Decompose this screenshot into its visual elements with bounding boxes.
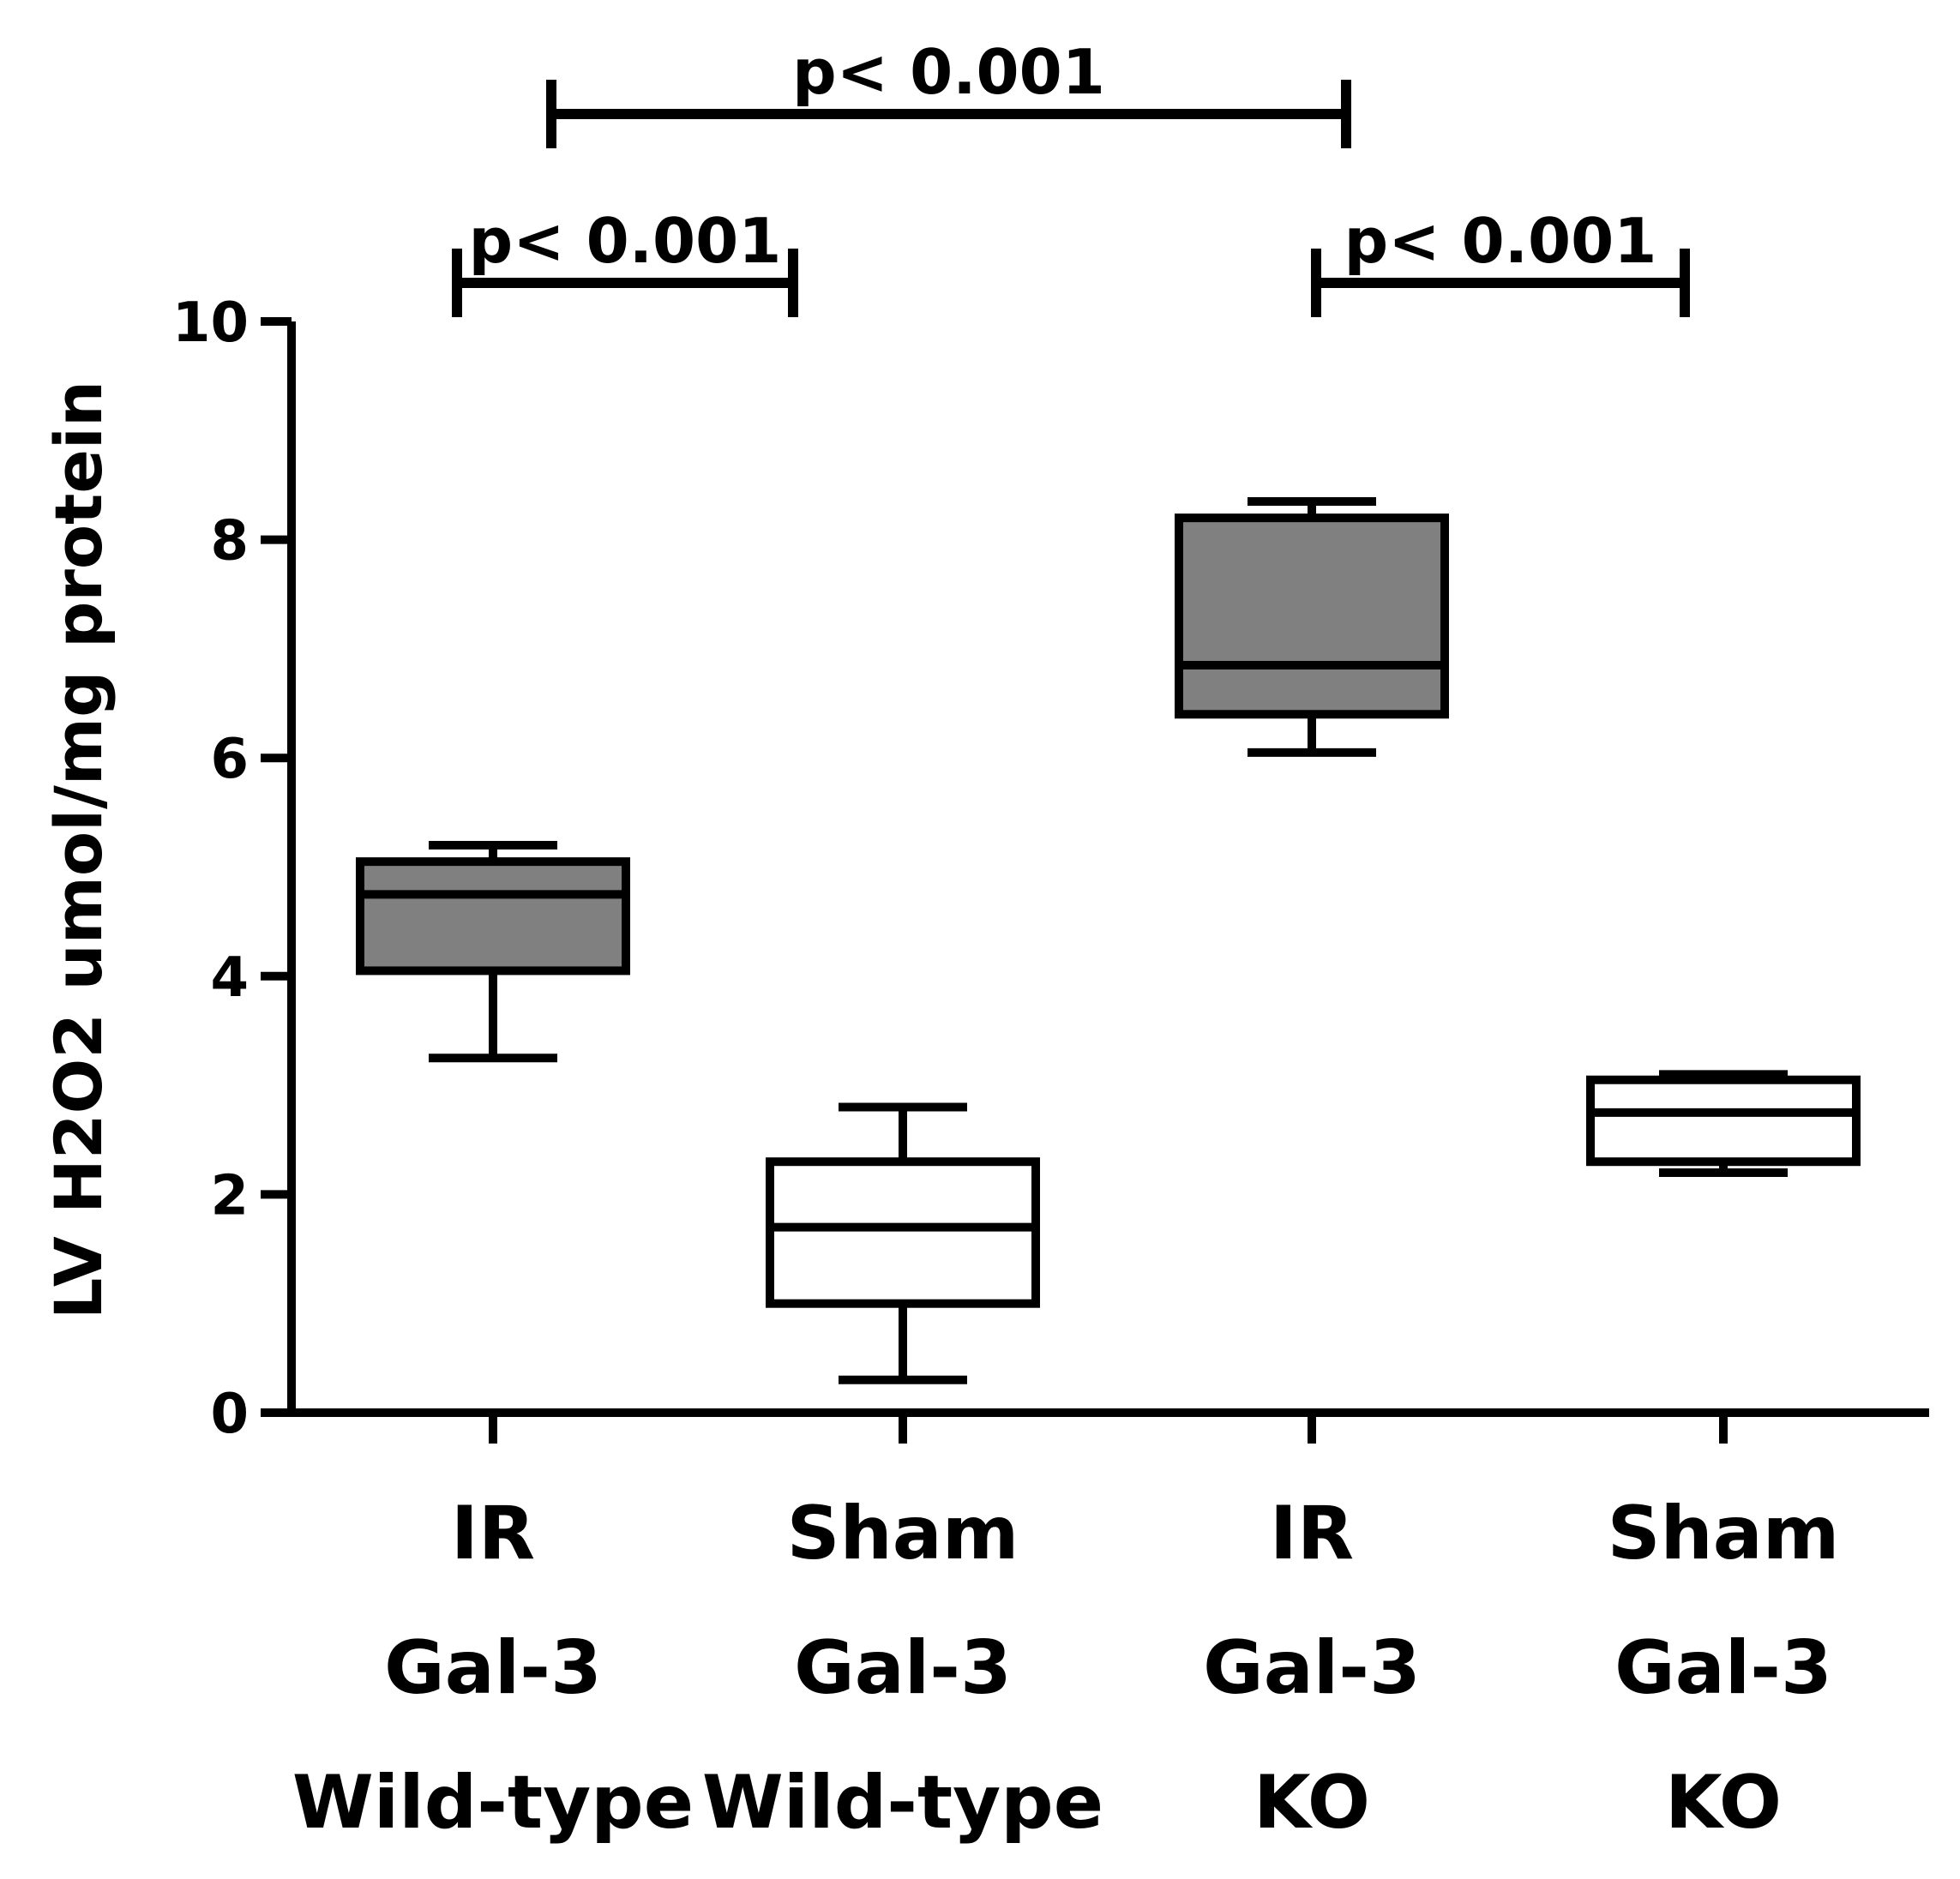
y-tick-label: 2 bbox=[210, 1164, 249, 1228]
x-category-label-line: Wild-type bbox=[292, 1760, 694, 1846]
box-body bbox=[1586, 1075, 1861, 1167]
x-category-label: Sham Gal-3 KO bbox=[1608, 1491, 1840, 1846]
significance-bracket: p< 0.001 bbox=[546, 36, 1351, 148]
x-category-label-line: KO bbox=[1254, 1760, 1370, 1846]
x-category-label-line: Sham bbox=[787, 1491, 1019, 1576]
box-3 bbox=[1175, 497, 1449, 757]
x-category-label: IR Gal-3 KO bbox=[1203, 1491, 1421, 1846]
x-category-label-line: Gal-3 bbox=[384, 1625, 602, 1711]
y-tick-label: 10 bbox=[172, 291, 249, 355]
x-category-label: IR Gal-3 Wild-type bbox=[292, 1491, 694, 1846]
significance-bracket: p< 0.001 bbox=[452, 205, 798, 317]
x-category-label-line: Gal-3 bbox=[1614, 1625, 1832, 1711]
box-body bbox=[356, 857, 630, 976]
y-axis: 0 2 4 6 8 10 bbox=[172, 291, 296, 1446]
x-category-label-line: Sham bbox=[1608, 1491, 1840, 1576]
box-4 bbox=[1586, 1070, 1861, 1177]
box-body bbox=[1175, 513, 1449, 719]
significance-bracket: p< 0.001 bbox=[1311, 205, 1690, 317]
box-1 bbox=[356, 841, 630, 1063]
y-tick-label: 4 bbox=[210, 946, 249, 1010]
p-value-label: p< 0.001 bbox=[469, 205, 782, 277]
p-value-label: p< 0.001 bbox=[1344, 205, 1657, 277]
x-category-label-line: Gal-3 bbox=[794, 1625, 1012, 1711]
x-category-label-line: KO bbox=[1665, 1760, 1782, 1846]
p-value-label: p< 0.001 bbox=[792, 36, 1105, 108]
x-category-label-line: IR bbox=[451, 1491, 535, 1576]
x-category-label-line: Gal-3 bbox=[1203, 1625, 1421, 1711]
x-category-label-line: IR bbox=[1270, 1491, 1354, 1576]
boxes bbox=[356, 497, 1861, 1384]
y-tick-label: 8 bbox=[210, 510, 249, 573]
significance-brackets: p< 0.001 p< 0.001 p< 0.001 bbox=[452, 36, 1690, 317]
x-category-label-line: Wild-type bbox=[702, 1760, 1103, 1846]
y-axis-title: LV H2O2 umol/mg protein bbox=[40, 381, 117, 1319]
y-tick-label: 0 bbox=[210, 1383, 249, 1446]
box-2 bbox=[766, 1102, 1040, 1384]
y-tick-label: 6 bbox=[210, 728, 249, 791]
x-category-label: Sham Gal-3 Wild-type bbox=[702, 1491, 1103, 1846]
x-axis: IR Gal-3 Wild-type Sham Gal-3 Wild-type IR Gal-… bbox=[287, 1408, 1929, 1846]
box-body bbox=[766, 1157, 1040, 1308]
